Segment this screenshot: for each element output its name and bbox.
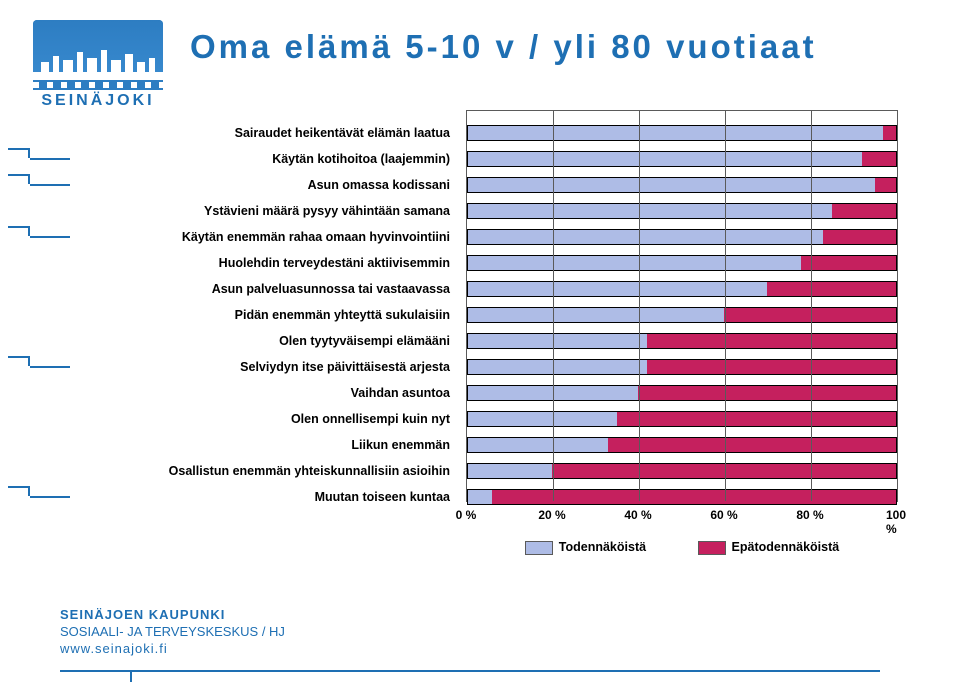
bar-segment-unlikely [832, 204, 897, 218]
footer-org: SEINÄJOEN KAUPUNKI [60, 607, 285, 622]
bar-row [467, 381, 897, 407]
bar-segment-unlikely [647, 360, 896, 374]
x-tick-label: 80 % [796, 508, 823, 522]
bar-segment-unlikely [862, 152, 896, 166]
bar-segment-likely [468, 360, 649, 374]
bar-row [467, 121, 897, 147]
bar-segment-unlikely [638, 386, 896, 400]
bar-row [467, 329, 897, 355]
x-tick-label: 20 % [538, 508, 565, 522]
bar-row [467, 173, 897, 199]
footer-url: www.seinajoki.fi [60, 641, 285, 656]
bar-segment-unlikely [875, 178, 897, 192]
bar-segment-likely [468, 334, 649, 348]
x-axis: 0 %20 %40 %60 %80 %100 % [466, 508, 898, 528]
plot-area [466, 110, 898, 502]
seinajoki-logo: SEINÄJOKI [28, 20, 168, 110]
legend: Todennäköistä Epätodennäköistä [466, 540, 898, 555]
category-label: Käytän kotihoitoa (laajemmin) [70, 146, 458, 172]
bar-segment-unlikely [823, 230, 896, 244]
legend-label: Epätodennäköistä [732, 540, 840, 554]
category-label: Käytän enemmän rahaa omaan hyvinvointiin… [70, 224, 458, 250]
category-label: Ystävieni määrä pysyy vähintään samana [70, 198, 458, 224]
bar-row [467, 407, 897, 433]
bar-segment-unlikely [647, 334, 896, 348]
bar-segment-likely [468, 438, 610, 452]
bar-row [467, 277, 897, 303]
category-label: Asun palveluasunnossa tai vastaavassa [70, 276, 458, 302]
category-label: Sairaudet heikentävät elämän laatua [70, 120, 458, 146]
footer: SEINÄJOEN KAUPUNKI SOSIAALI- JA TERVEYSK… [60, 607, 285, 656]
bar-row [467, 225, 897, 251]
slide-title: Oma elämä 5-10 v / yli 80 vuotiaat [190, 28, 817, 66]
legend-label: Todennäköistä [559, 540, 646, 554]
category-label: Selviydyn itse päivittäisestä arjesta [70, 354, 458, 380]
bar-segment-likely [468, 412, 619, 426]
bar-segment-likely [468, 204, 834, 218]
bar-segment-unlikely [801, 256, 896, 270]
bar-segment-likely [468, 230, 825, 244]
bar-segment-likely [468, 464, 554, 478]
bar-segment-likely [468, 386, 640, 400]
bar-segment-unlikely [724, 308, 896, 322]
legend-swatch-icon [525, 541, 553, 555]
logo-text: SEINÄJOKI [28, 92, 168, 110]
bar-segment-likely [468, 256, 803, 270]
bar-segment-unlikely [617, 412, 897, 426]
bar-segment-likely [468, 152, 864, 166]
slide: SEINÄJOKI Oma elämä 5-10 v / yli 80 vuot… [0, 0, 960, 686]
category-label: Huolehdin terveydestäni aktiivisemmin [70, 250, 458, 276]
bar-row [467, 251, 897, 277]
legend-item: Todennäköistä [525, 540, 646, 555]
category-label: Osallistun enemmän yhteiskunnallisiin as… [70, 458, 458, 484]
x-tick-label: 100 % [886, 508, 906, 536]
bar-segment-unlikely [608, 438, 896, 452]
legend-swatch-icon [698, 541, 726, 555]
x-tick-label: 60 % [710, 508, 737, 522]
category-label: Muutan toiseen kuntaa [70, 484, 458, 510]
x-tick-label: 0 % [456, 508, 477, 522]
bar-row [467, 433, 897, 459]
bar-chart: Sairaudet heikentävät elämän laatuaKäytä… [70, 110, 910, 510]
bar-row [467, 303, 897, 329]
bar-segment-unlikely [767, 282, 896, 296]
bar-row [467, 147, 897, 173]
category-label: Liikun enemmän [70, 432, 458, 458]
bar-segment-likely [468, 282, 769, 296]
y-axis-labels: Sairaudet heikentävät elämän laatuaKäytä… [70, 120, 458, 510]
x-tick-label: 40 % [624, 508, 651, 522]
category-label: Vaihdan asuntoa [70, 380, 458, 406]
bar-row [467, 355, 897, 381]
footer-tick-icon [130, 672, 132, 682]
bar-row [467, 459, 897, 485]
category-label: Asun omassa kodissani [70, 172, 458, 198]
footer-dept: SOSIAALI- JA TERVEYSKESKUS / HJ [60, 624, 285, 639]
bar-row [467, 199, 897, 225]
bar-segment-likely [468, 126, 885, 140]
bar-segment-unlikely [883, 126, 896, 140]
bar-segment-unlikely [552, 464, 896, 478]
bar-segment-likely [468, 490, 494, 504]
footer-rule [60, 670, 880, 672]
legend-item: Epätodennäköistä [698, 540, 840, 555]
bar-segment-likely [468, 308, 726, 322]
category-label: Olen onnellisempi kuin nyt [70, 406, 458, 432]
logo-image [33, 20, 163, 90]
category-label: Olen tyytyväisempi elämääni [70, 328, 458, 354]
bar-segment-likely [468, 178, 877, 192]
category-label: Pidän enemmän yhteyttä sukulaisiin [70, 302, 458, 328]
